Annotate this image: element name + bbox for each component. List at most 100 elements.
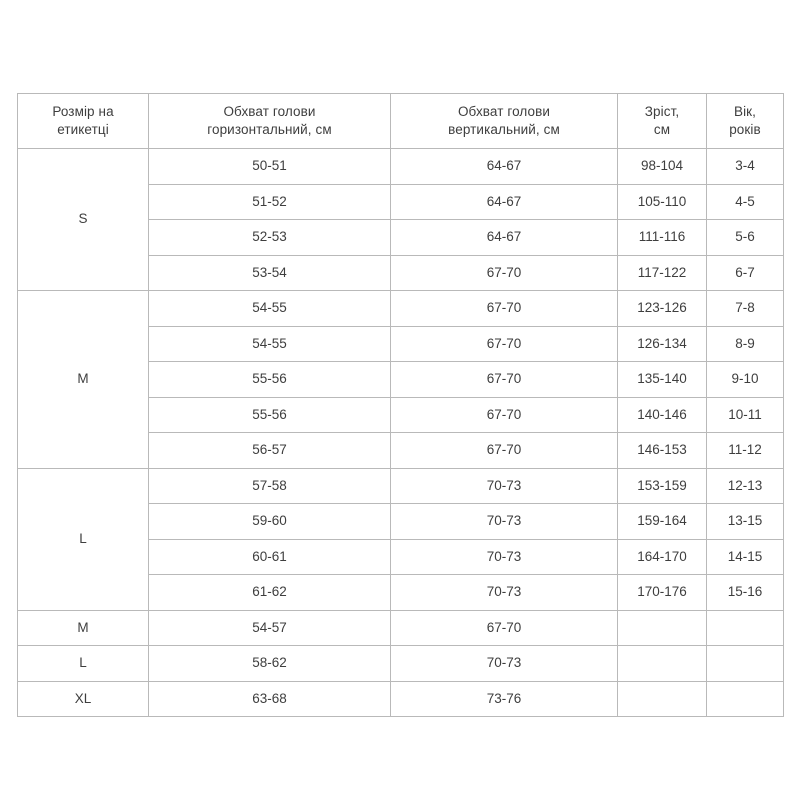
header-row: Розмір на етикетці Обхват голови горизонтал… [17,93,784,149]
cell-horiz: 61-62 [148,574,391,611]
cell-height [617,680,707,717]
cell-height: 159-164 [617,503,707,540]
cell-height: 135-140 [617,361,707,398]
cell-horiz: 60-61 [148,538,391,575]
size-label-cell: L [17,467,149,611]
cell-height: 126-134 [617,325,707,362]
cell-age: 4-5 [706,183,784,220]
cell-vert: 67-70 [390,609,618,646]
cell-horiz: 51-52 [148,183,391,220]
cell-age: 5-6 [706,219,784,256]
cell-age: 10-11 [706,396,784,433]
cell-height: 170-176 [617,574,707,611]
table-body: S 50-51 64-67 98-104 3-4 51-52 64-67 105-110 4-5… [17,148,784,717]
cell-vert: 70-73 [390,467,618,504]
table-row: XL 63-68 73-76 [17,680,784,717]
column-header-line: років [729,122,761,137]
column-header-line: Обхват голови [457,103,551,119]
table-row: 53-54 67-70 117-122 6-7 [18,254,784,291]
table-row: 56-57 67-70 146-153 11-12 [18,432,784,469]
column-header-label: Розмір на етикетці [17,93,149,149]
cell-horiz: 59-60 [148,503,391,540]
cell-vert: 64-67 [390,148,618,185]
cell-horiz: 53-54 [148,254,391,291]
cell-age: 13-15 [706,503,784,540]
cell-vert: 70-73 [390,645,618,682]
column-header-line: Розмір на [52,103,114,119]
table-row: M 54-55 67-70 123-126 7-8 [17,290,784,469]
cell-age: 9-10 [706,361,784,398]
cell-vert: 67-70 [390,361,618,398]
table-row: 54-55 67-70 126-134 8-9 [18,325,784,362]
cell-horiz: 54-57 [148,609,391,646]
table-row: 59-60 70-73 159-164 13-15 [18,503,784,540]
table-row: M 54-57 67-70 [17,609,784,646]
size-label-cell: M [17,609,149,646]
cell-height: 117-122 [617,254,707,291]
cell-vert: 70-73 [390,503,618,540]
column-header-line: Обхват голови [223,103,316,119]
cell-horiz: 55-56 [148,361,391,398]
cell-age: 7-8 [706,290,784,327]
column-header-horiz: Обхват голови горизонтальний, см [148,93,391,149]
cell-age: 12-13 [706,467,784,504]
table-row: 55-56 67-70 140-146 10-11 [18,396,784,433]
cell-height: 105-110 [617,183,707,220]
size-label-cell: S [17,148,149,291]
cell-vert: 64-67 [390,183,618,220]
table-row: 55-56 67-70 135-140 9-10 [18,361,784,398]
cell-horiz: 50-51 [148,148,391,185]
cell-vert: 67-70 [390,254,618,291]
cell-horiz: 54-55 [148,325,391,362]
column-header-line: Вік, [733,103,757,119]
cell-age: 3-4 [706,148,784,185]
cell-vert: 70-73 [390,538,618,575]
cell-age: 15-16 [706,574,784,611]
cell-age: 14-15 [706,538,784,575]
column-header-height: Зріст, см [617,93,707,149]
table-row: L 57-58 70-73 153-159 12-13 [17,467,784,611]
cell-height: 123-126 [617,290,707,327]
table-row: S 50-51 64-67 98-104 3-4 [17,148,784,291]
cell-age [706,645,784,682]
cell-horiz: 57-58 [148,467,391,504]
table-header: Розмір на етикетці Обхват голови горизонтал… [17,93,784,149]
size-chart-table: Розмір на етикетці Обхват голови горизонтал… [17,93,784,717]
column-header-vert: Обхват голови вертикальний, см [390,93,618,149]
table-row: 51-52 64-67 105-110 4-5 [18,183,784,220]
cell-height: 98-104 [617,148,707,185]
column-header-line: горизонтальний, см [207,122,332,137]
cell-horiz: 54-55 [148,290,391,327]
cell-horiz: 55-56 [148,396,391,433]
cell-height: 146-153 [617,432,707,469]
cell-horiz: 56-57 [148,432,391,469]
cell-vert: 73-76 [390,680,618,717]
column-header-line: вертикальний, см [448,122,560,137]
cell-height [617,645,707,682]
cell-age: 11-12 [706,432,784,469]
cell-height: 153-159 [617,467,707,504]
size-chart-container: Розмір на етикетці Обхват голови горизонтал… [17,93,784,717]
cell-horiz: 63-68 [148,680,391,717]
cell-vert: 67-70 [390,396,618,433]
cell-age: 6-7 [706,254,784,291]
size-label-cell: L [17,645,149,682]
cell-height: 111-116 [617,219,707,256]
table-row: L 58-62 70-73 [17,645,784,682]
size-label-cell: M [17,290,149,469]
cell-vert: 70-73 [390,574,618,611]
cell-age: 8-9 [706,325,784,362]
column-header-line: етикетці [57,122,109,137]
column-header-age: Вік, років [706,93,784,149]
cell-vert: 64-67 [390,219,618,256]
size-label-cell: XL [17,680,149,717]
cell-vert: 67-70 [390,432,618,469]
cell-vert: 67-70 [390,325,618,362]
column-header-line: Зріст, [644,103,680,119]
cell-age [706,609,784,646]
table-row: 52-53 64-67 111-116 5-6 [18,219,784,256]
cell-horiz: 58-62 [148,645,391,682]
cell-height: 164-170 [617,538,707,575]
cell-horiz: 52-53 [148,219,391,256]
cell-age [706,680,784,717]
